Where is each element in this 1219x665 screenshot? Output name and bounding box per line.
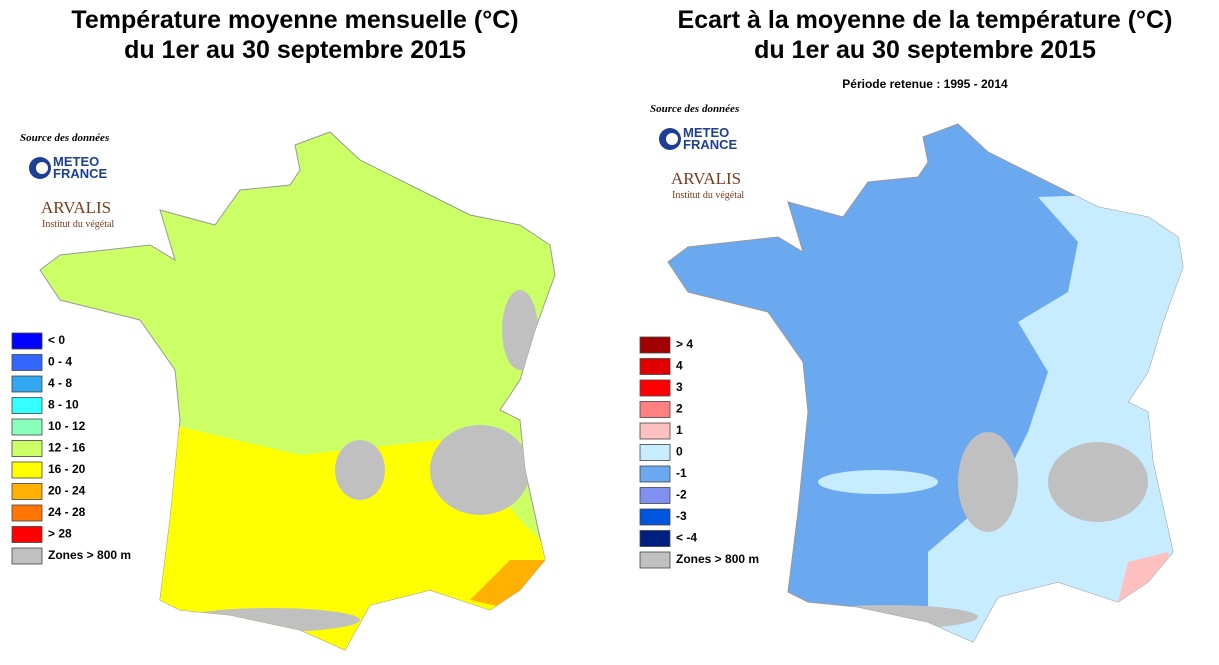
legend-label: 16 - 20 [48, 462, 86, 476]
legend-label: 4 [676, 359, 683, 373]
legend-label: -1 [676, 466, 687, 480]
meteo-logo-inner [36, 162, 48, 174]
legend-swatch [11, 418, 43, 436]
legend-label: 12 - 16 [48, 441, 86, 455]
legend-swatch [639, 487, 671, 504]
legend-swatch [639, 336, 671, 354]
map-anomaly [667, 123, 1184, 643]
title: du 1er au 30 septembre 2015 [754, 36, 1096, 64]
legend-swatch [639, 444, 671, 461]
title: Température moyenne mensuelle (°C) [71, 6, 518, 34]
legend-label: 3 [676, 380, 683, 394]
legend-label: Zones > 800 m [676, 552, 759, 566]
meteo-logo-inner [666, 133, 678, 145]
legend-label: > 4 [676, 337, 693, 351]
meteo-text: FRANCE [683, 137, 737, 152]
arvalis: ARVALIS [41, 198, 111, 217]
legend-label: 24 - 28 [48, 505, 86, 519]
legend-label: -2 [676, 488, 687, 502]
source-label: Source des données [20, 132, 109, 144]
legend-swatch [11, 332, 43, 350]
legend-swatch [11, 504, 43, 522]
legend-label: 8 - 10 [48, 398, 79, 412]
legend-label: < -4 [676, 531, 697, 545]
legend-swatch [639, 358, 671, 375]
legend-swatch [11, 547, 43, 565]
legend-swatch [11, 483, 43, 500]
legend-swatch [639, 401, 671, 418]
legend-swatch [11, 375, 43, 393]
legend-swatch [11, 440, 43, 457]
legend-label: 0 - 4 [48, 355, 72, 369]
meteo-text: FRANCE [53, 166, 107, 181]
legend-label: Zones > 800 m [48, 548, 131, 562]
arvalis: ARVALIS [671, 169, 741, 188]
legend-swatch [11, 461, 43, 479]
legend-label: 2 [676, 402, 683, 416]
legend-label: 4 - 8 [48, 376, 72, 390]
legend-swatch [639, 551, 671, 569]
legend-label: < 0 [48, 333, 65, 347]
subtitle: Période retenue : 1995 - 2014 [842, 77, 1008, 91]
source-label: Source des données [650, 103, 739, 115]
map-temperature [39, 131, 556, 651]
legend-swatch [639, 508, 671, 526]
legend-swatch [639, 379, 671, 397]
legend-label: 1 [676, 423, 683, 437]
legend-label: 0 [676, 445, 683, 459]
title: Ecart à la moyenne de la température (°C… [678, 6, 1173, 34]
legend-label: > 28 [48, 527, 72, 541]
legend-swatch [639, 530, 671, 547]
legend-label: 20 - 24 [48, 484, 86, 498]
legend-label: -3 [676, 509, 687, 523]
meteo-text: METEO [53, 154, 99, 169]
title: du 1er au 30 septembre 2015 [124, 36, 466, 64]
legend-swatch [639, 422, 671, 440]
legend-swatch [639, 465, 671, 483]
arvalis-sub: Institut du végétal [42, 219, 114, 230]
legend-swatch [11, 526, 43, 543]
legend-swatch [11, 397, 43, 414]
legend-swatch [11, 354, 43, 371]
meteo-text: METEO [683, 125, 729, 140]
arvalis-sub: Institut du végétal [672, 190, 744, 201]
legend-label: 10 - 12 [48, 419, 86, 433]
